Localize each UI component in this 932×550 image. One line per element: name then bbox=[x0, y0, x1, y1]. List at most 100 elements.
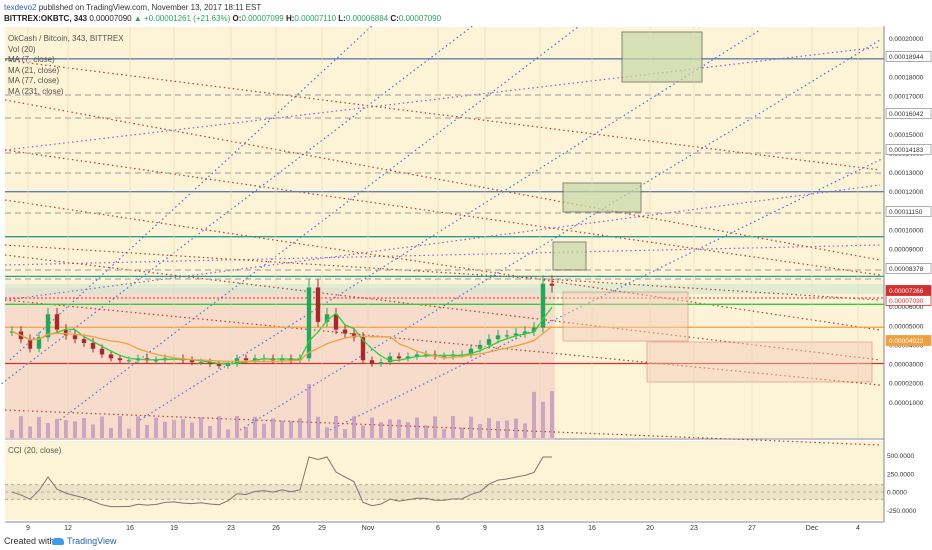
price-tick-label: 0.00005000 bbox=[889, 323, 924, 330]
author-link[interactable]: texdevo2 bbox=[4, 3, 37, 12]
candle-body bbox=[90, 342, 96, 349]
volume-bar bbox=[154, 417, 158, 438]
candle-body bbox=[441, 356, 447, 358]
volume-bar bbox=[343, 429, 347, 438]
volume-bar bbox=[109, 427, 113, 438]
cci-legend: CCI (20, close) bbox=[8, 446, 62, 455]
volume-bar bbox=[442, 428, 446, 438]
price-change: +0.00001261 (+21.63%) bbox=[144, 14, 231, 23]
price-label: 0.00007090 bbox=[889, 298, 924, 305]
trend-line bbox=[4, 59, 881, 171]
price-label: 0.00008378 bbox=[889, 266, 924, 273]
candle-body bbox=[36, 337, 42, 349]
candle-body bbox=[189, 360, 195, 363]
legend-vol: Vol (20) bbox=[8, 44, 36, 54]
volume-bar bbox=[19, 416, 23, 438]
trend-line bbox=[4, 254, 881, 361]
price-tick-label: 0.00018000 bbox=[889, 74, 924, 81]
candle-body bbox=[477, 344, 483, 349]
candle-body bbox=[315, 287, 321, 322]
volume-bar bbox=[460, 427, 464, 438]
candle-body bbox=[378, 362, 384, 365]
volume-bar bbox=[55, 418, 59, 438]
time-tick-label: 16 bbox=[588, 525, 596, 532]
volume-bar bbox=[163, 421, 167, 438]
candle-body bbox=[387, 356, 393, 363]
trend-line bbox=[239, 39, 881, 431]
legend-title: OkCash / Bitcoin, 343, BITTREX bbox=[8, 34, 124, 43]
ohlc-line: BITTREX:OKBTC, 343 0.00007090 ▲ +0.00001… bbox=[4, 13, 441, 24]
candle-body bbox=[198, 362, 204, 364]
trend-line bbox=[9, 26, 373, 361]
volume-bar bbox=[298, 418, 302, 438]
volume-bar bbox=[199, 417, 203, 438]
candle-body bbox=[504, 335, 510, 337]
low-value: 0.00006884 bbox=[345, 14, 389, 23]
candle-body bbox=[342, 329, 348, 334]
support-box-2 bbox=[646, 341, 873, 383]
volume-bar bbox=[424, 425, 428, 438]
volume-bar bbox=[325, 427, 329, 438]
price-label: 0.00018944 bbox=[889, 54, 924, 61]
candle-body bbox=[216, 364, 222, 366]
candle-body bbox=[513, 333, 519, 336]
time-tick-label: 23 bbox=[690, 525, 698, 532]
high-label: H: bbox=[285, 14, 295, 23]
volume-bar bbox=[73, 421, 77, 438]
volume-bar bbox=[145, 424, 149, 438]
price-tick-label: 0.00015000 bbox=[889, 132, 924, 139]
price-label: 0.00016042 bbox=[889, 111, 924, 118]
price-tick-label: 0.00020000 bbox=[889, 36, 924, 43]
candle-body bbox=[369, 360, 375, 365]
time-tick-label: Dec bbox=[806, 525, 819, 532]
footer: Created with TradingView bbox=[0, 532, 932, 550]
time-tick-label: 13 bbox=[536, 525, 544, 532]
price-label-box bbox=[885, 263, 932, 274]
candle-body bbox=[126, 360, 132, 362]
legend-ma77: MA (77, close) bbox=[8, 76, 60, 85]
volume-bar bbox=[82, 417, 86, 438]
price-tick-label: 0.00001000 bbox=[889, 400, 924, 407]
volume-bar bbox=[532, 391, 536, 438]
candle-body bbox=[252, 358, 258, 361]
price-label-box bbox=[885, 295, 932, 306]
volume-bar bbox=[181, 419, 185, 438]
candle-body bbox=[45, 314, 51, 338]
legend-ma21: MA (21, close) bbox=[8, 65, 60, 75]
candle-body bbox=[108, 354, 114, 359]
price-label: 0.00014183 bbox=[889, 147, 924, 154]
volume-bar bbox=[100, 416, 104, 438]
price-label: 0.00011150 bbox=[889, 209, 923, 216]
volume-bar bbox=[550, 391, 554, 438]
trend-line bbox=[4, 244, 881, 266]
time-tick-label: 26 bbox=[272, 525, 280, 532]
price-label-box bbox=[885, 144, 932, 155]
symbol: BITTREX:OKBTC, 343 bbox=[4, 14, 88, 23]
volume-bar bbox=[388, 419, 392, 438]
chart-header: texdevo2 published on TradingView.com, N… bbox=[0, 0, 932, 26]
price-tick-label: 0.00009000 bbox=[889, 247, 924, 254]
open-label: O: bbox=[232, 14, 242, 23]
cci-pane bbox=[5, 441, 884, 520]
volume-bar bbox=[541, 401, 545, 438]
candle-body bbox=[360, 337, 366, 361]
close-label: C: bbox=[390, 14, 399, 23]
volume-bar bbox=[10, 430, 14, 438]
price-tick-label: 0.00012000 bbox=[889, 189, 924, 196]
candle-body bbox=[486, 339, 492, 345]
tradingview-link[interactable]: TradingView bbox=[52, 532, 117, 550]
green-band bbox=[5, 284, 884, 294]
time-tick-label: 20 bbox=[646, 525, 654, 532]
price-label-box bbox=[885, 108, 932, 119]
price-chart[interactable]: 0.000200000.000190000.000180000.00017000… bbox=[0, 26, 932, 532]
target-box-top bbox=[621, 31, 703, 83]
cci-tick-label: -250.0000 bbox=[887, 508, 917, 515]
trend-line bbox=[4, 184, 881, 301]
time-tick-label: 9 bbox=[483, 525, 487, 532]
volume-bar bbox=[505, 420, 509, 438]
candle-body bbox=[540, 283, 546, 328]
time-tick-label: 9 bbox=[26, 525, 30, 532]
volume-bar bbox=[235, 416, 239, 438]
legend-ma231: MA (231, close) bbox=[8, 86, 64, 96]
cci-tick-label: 250.0000 bbox=[887, 471, 914, 478]
